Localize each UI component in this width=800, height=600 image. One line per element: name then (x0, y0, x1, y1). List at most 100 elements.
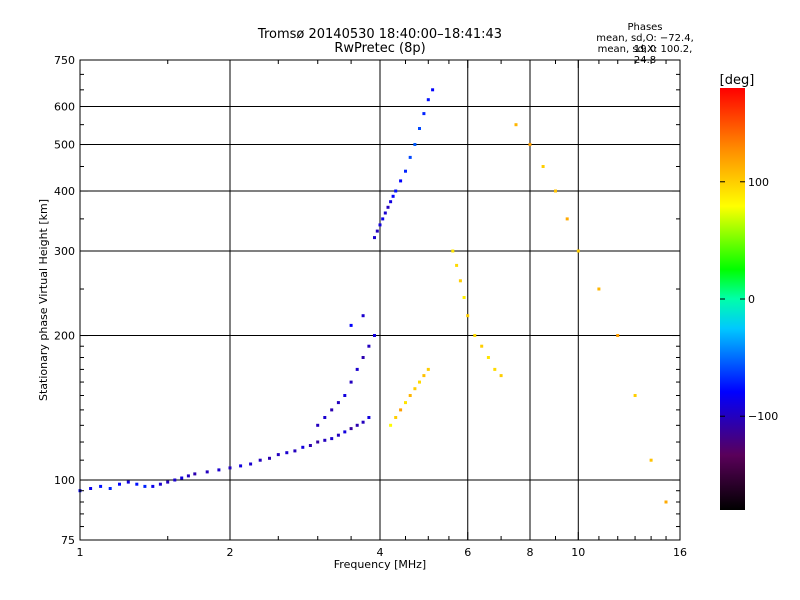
data-point (316, 440, 320, 444)
x-axis-label: Frequency [MHz] (334, 558, 426, 571)
data-point (151, 484, 155, 488)
data-point (408, 155, 412, 159)
data-point (89, 487, 93, 490)
data-point (99, 484, 103, 488)
y-axis-label: Stationary phase Virtual Height [km] (37, 199, 50, 401)
data-point (239, 464, 243, 468)
data-point (258, 458, 262, 462)
data-point (330, 408, 334, 412)
x-tick-label: 8 (527, 546, 534, 559)
data-point (528, 143, 532, 146)
colorbar-tick-label: −100 (748, 410, 778, 423)
data-point (378, 223, 382, 227)
data-point (418, 380, 421, 384)
data-point (301, 445, 305, 449)
data-point (462, 296, 466, 299)
x-tick-label: 10 (571, 546, 585, 559)
data-point (391, 194, 395, 198)
data-point (276, 453, 280, 457)
data-point (343, 394, 347, 397)
data-point (186, 474, 190, 478)
data-point (389, 200, 393, 204)
data-point (451, 249, 455, 253)
data-point (383, 211, 387, 215)
data-point (375, 229, 379, 233)
data-point (355, 423, 359, 427)
data-point (158, 482, 162, 486)
data-point (373, 236, 376, 240)
data-point (308, 444, 312, 447)
y-tick-label: 500 (54, 139, 75, 152)
data-point (373, 334, 376, 337)
data-point (389, 423, 393, 427)
data-point (565, 217, 569, 221)
y-tick-label: 600 (54, 101, 75, 114)
y-tick-label: 300 (54, 245, 75, 258)
data-point (367, 416, 371, 419)
chart-title: Tromsø 20140530 18:40:00–18:41:43 (257, 27, 503, 42)
data-point (166, 480, 170, 484)
data-point (135, 482, 139, 486)
data-point (205, 470, 209, 474)
x-tick-label: 1 (77, 546, 84, 559)
data-point (394, 189, 398, 193)
data-point (143, 484, 147, 488)
data-point (361, 314, 365, 318)
data-point (330, 437, 334, 441)
data-point (499, 374, 503, 378)
y-axis: 75 100 200 300 400 500 600 750 (54, 54, 680, 547)
data-point (180, 476, 184, 480)
data-point (349, 380, 353, 384)
data-point (228, 466, 232, 470)
data-point (336, 433, 340, 437)
data-point (554, 189, 557, 193)
data-point (381, 217, 385, 221)
data-point (404, 169, 407, 173)
colorbar-label: [deg] (720, 73, 755, 88)
data-point (576, 249, 580, 253)
data-point (118, 482, 121, 486)
y-tick-label: 75 (61, 534, 75, 547)
data-point (473, 334, 477, 337)
data-point (486, 356, 490, 359)
data-point (404, 401, 407, 405)
chart-subtitle: RwPretec (8p) (334, 41, 426, 56)
stats-line-1: mean, sd,O: −72.4, 19.0 (596, 33, 694, 55)
data-point (323, 438, 327, 442)
data-point (386, 205, 390, 209)
grid (80, 60, 680, 540)
data-point (361, 356, 365, 359)
data-point (426, 367, 430, 371)
x-tick-label: 6 (464, 546, 471, 559)
y-tick-label: 100 (54, 474, 75, 487)
data-point (413, 143, 417, 146)
data-point (541, 165, 545, 168)
data-point (316, 423, 320, 427)
data-point (422, 112, 426, 116)
data-point (349, 427, 353, 431)
x-tick-label: 16 (673, 546, 687, 559)
data-point (126, 480, 130, 484)
y-tick-label: 200 (54, 330, 75, 343)
data-point (285, 451, 289, 455)
data-point (293, 449, 297, 453)
data-point (355, 367, 359, 371)
data-point (193, 472, 197, 476)
data-point (422, 374, 426, 378)
data-point (108, 487, 112, 490)
data-point (408, 394, 412, 397)
scatter-points (78, 88, 668, 504)
data-point (664, 500, 668, 504)
colorbar-ticks: 100 0 −100 (720, 176, 778, 423)
data-point (418, 127, 421, 130)
data-point (480, 344, 484, 348)
data-point (249, 462, 253, 466)
data-point (268, 456, 271, 460)
colorbar-tick-label: 100 (748, 176, 769, 189)
data-point (173, 478, 177, 482)
data-point (426, 98, 430, 102)
x-axis: 1 2 4 6 8 10 16 (77, 60, 687, 559)
data-point (649, 458, 653, 462)
data-point (361, 420, 365, 424)
